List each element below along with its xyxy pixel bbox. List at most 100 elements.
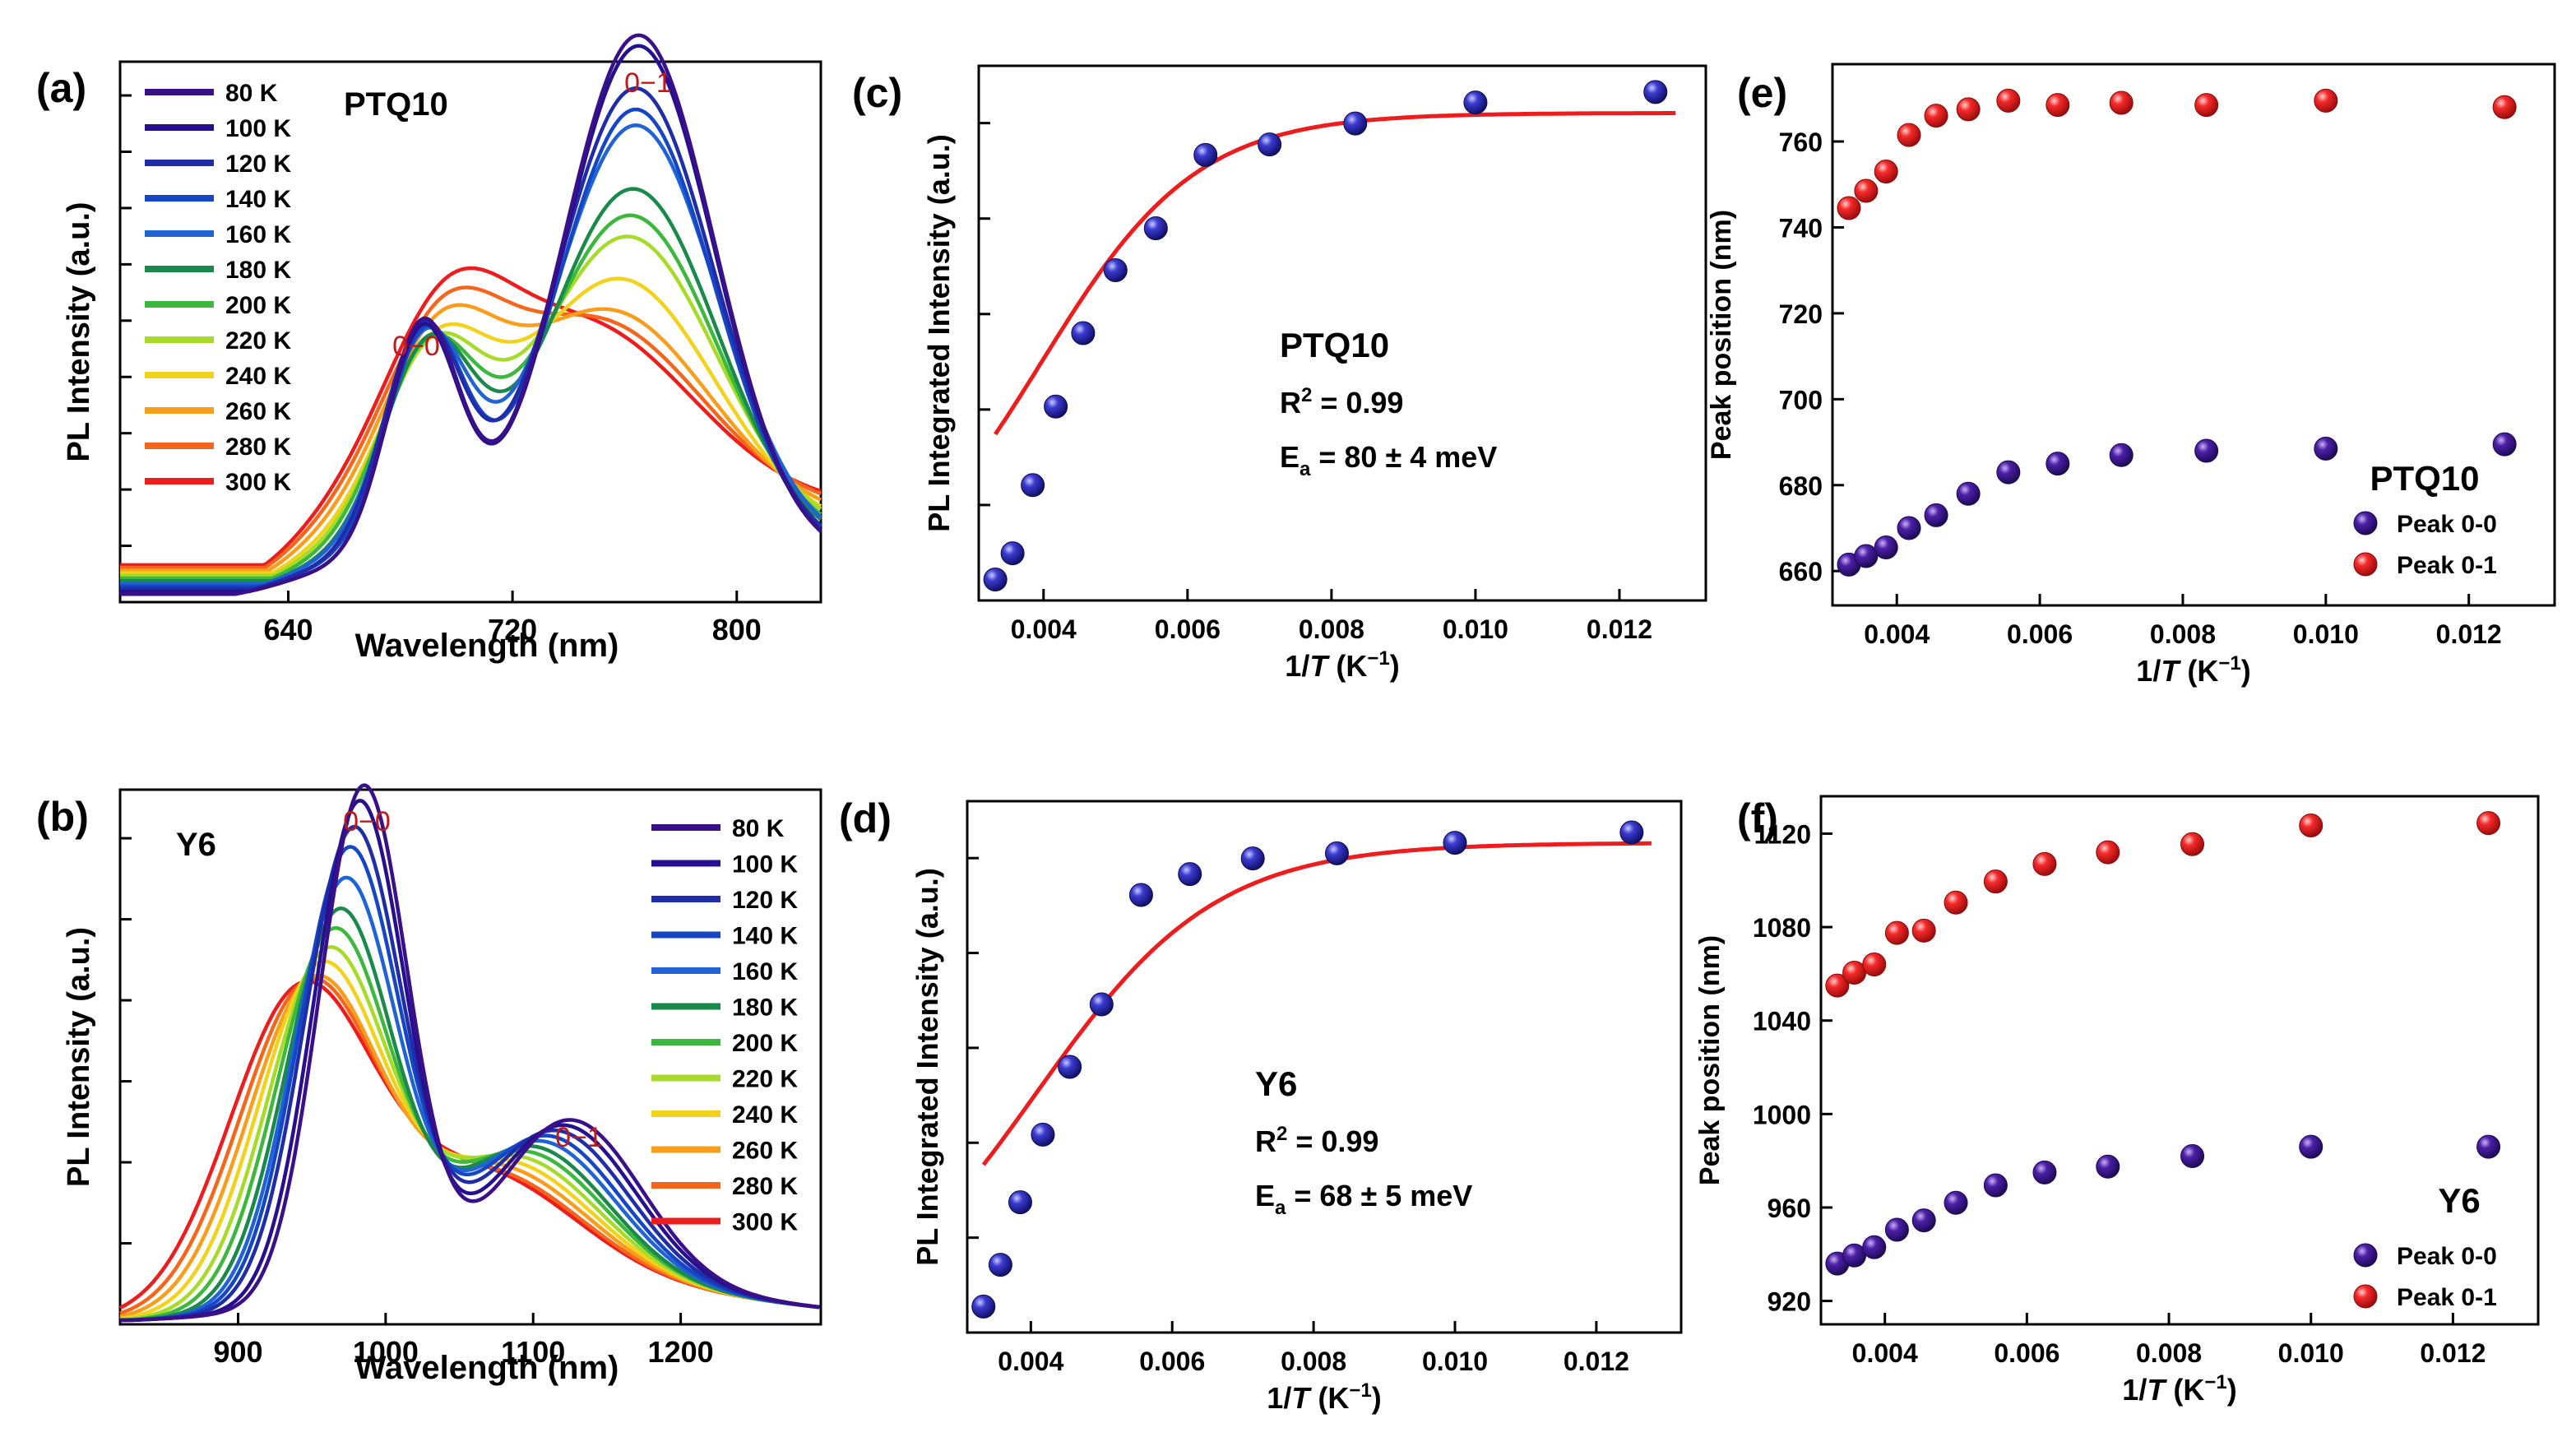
data-point xyxy=(2032,851,2057,876)
sample-name: PTQ10 xyxy=(344,86,448,123)
x-tick-label: 0.008 xyxy=(1281,1347,1346,1376)
x-label-exponent: −1 xyxy=(1367,647,1389,670)
y-axis-label: PL Intensity (a.u.) xyxy=(62,202,96,461)
legend-label: 220 K xyxy=(732,1066,798,1093)
spectrum-line-300k xyxy=(120,266,822,568)
x-tick-label: 0.004 xyxy=(998,1347,1063,1376)
spectrum-line-80k xyxy=(120,783,820,1323)
x-label-unit: (K xyxy=(2165,1373,2204,1407)
data-point xyxy=(1071,321,1096,345)
legend-label: 260 K xyxy=(225,398,291,425)
r-squared-annotation: R2 = 0.99 xyxy=(1280,384,1403,420)
y-tick-label: 740 xyxy=(1779,213,1823,243)
data-point xyxy=(1143,216,1168,241)
x-label-variable: T xyxy=(1309,649,1330,683)
data-point xyxy=(1643,80,1668,104)
data-point xyxy=(1862,1235,1887,1259)
x-tick-label: 0.010 xyxy=(2293,619,2359,649)
data-point xyxy=(1193,142,1218,167)
legend-label: 140 K xyxy=(225,186,291,213)
x-tick-label: 0.006 xyxy=(1994,1338,2059,1368)
data-point xyxy=(1021,473,1045,498)
sample-name: PTQ10 xyxy=(2370,459,2479,498)
data-point xyxy=(1862,953,1887,977)
spectrum-line-100k xyxy=(120,799,820,1323)
data-point xyxy=(1924,503,1948,527)
panel-label: (c) xyxy=(852,70,902,116)
spectrum-line-140k xyxy=(120,107,822,588)
x-label-prefix: 1/ xyxy=(2136,654,2161,688)
legend-label: 240 K xyxy=(732,1101,798,1129)
ea-value: = 80 ± 4 meV xyxy=(1310,440,1497,474)
legend: 80 K 100 K 120 K 140 K 160 K 180 K 200 K 220 K 2… xyxy=(651,815,798,1236)
r2-value: = 0.99 xyxy=(1287,1124,1378,1158)
y-tick-label: 960 xyxy=(1768,1194,1811,1223)
spectrum-line-200k xyxy=(120,213,822,581)
spectrum-line-120k xyxy=(120,86,822,591)
sample-name: PTQ10 xyxy=(1280,326,1389,364)
data-point xyxy=(2046,452,2070,476)
x-tick-label: 720 xyxy=(488,613,537,647)
x-label-unit: (K xyxy=(1327,649,1367,683)
plot-frame xyxy=(118,60,822,604)
peak-label-01: 0−1 xyxy=(624,67,672,99)
y-axis-label: PL Integrated Intensity (a.u.) xyxy=(922,134,956,531)
x-tick-label: 0.006 xyxy=(1139,1347,1205,1376)
data-point xyxy=(1343,111,1368,136)
activation-energy-annotation: Ea = 68 ± 5 meV xyxy=(1255,1179,1472,1219)
legend-label: 140 K xyxy=(732,923,798,950)
panel-label: (e) xyxy=(1737,70,1787,116)
spectrum-line-240k xyxy=(119,959,820,1321)
x-label-close: ) xyxy=(1372,1381,1382,1415)
spectrum-line-220k xyxy=(120,234,822,578)
data-point xyxy=(2476,811,2501,836)
data-point xyxy=(1089,992,1114,1017)
x-tick-label: 0.004 xyxy=(1864,619,1930,649)
legend-label: 300 K xyxy=(732,1209,798,1236)
x-axis-label: 1/T (K−1) xyxy=(2122,1371,2236,1407)
legend-label: 200 K xyxy=(732,1030,798,1057)
peak-label-01: 0−1 xyxy=(555,1122,603,1153)
spectrum-line-240k xyxy=(120,276,822,575)
y-axis-label: PL Intensity (a.u.) xyxy=(62,927,96,1187)
legend-label: 180 K xyxy=(225,257,291,284)
x-tick-label: 900 xyxy=(213,1335,262,1369)
x-label-exponent: −1 xyxy=(2218,652,2240,675)
y-tick-label: 700 xyxy=(1779,385,1823,415)
plot-frame xyxy=(1831,63,2556,607)
spectrum-line-260k xyxy=(119,973,820,1319)
data-point xyxy=(1619,820,1644,845)
x-label-exponent: −1 xyxy=(1349,1379,1371,1402)
panel-label: (d) xyxy=(839,795,892,841)
data-point xyxy=(2032,1160,2057,1184)
data-point xyxy=(1911,918,1936,943)
legend-marker xyxy=(2353,1284,2378,1309)
x-tick-label: 0.006 xyxy=(1155,614,1221,644)
legend-label: Peak 0-0 xyxy=(2397,1243,2497,1270)
data-point xyxy=(1911,1208,1936,1233)
data-point xyxy=(1983,869,2008,894)
data-point xyxy=(988,1253,1012,1277)
x-tick-label: 1200 xyxy=(648,1335,714,1369)
panel-label: (f) xyxy=(1737,795,1778,841)
x-tick-label: 800 xyxy=(712,613,762,647)
plot-frame xyxy=(118,788,822,1326)
y-tick-label: 680 xyxy=(1779,471,1823,501)
spectrum-line-120k xyxy=(120,824,820,1323)
x-label-close: ) xyxy=(2241,654,2251,688)
r2-symbol: R xyxy=(1280,386,1301,420)
legend-label: 100 K xyxy=(225,115,291,142)
legend-marker xyxy=(2353,511,2378,535)
data-point xyxy=(1944,890,1968,915)
x-tick-label: 0.008 xyxy=(2136,1338,2202,1368)
series-peak-00 xyxy=(1825,1134,2501,1276)
data-point xyxy=(1031,1122,1055,1147)
data-point xyxy=(1000,541,1025,566)
y-tick-label: 1120 xyxy=(1754,819,1811,849)
x-axis-label: 1/T (K−1) xyxy=(2136,652,2250,688)
r2-symbol: R xyxy=(1255,1124,1276,1158)
sample-name: Y6 xyxy=(176,827,216,863)
y-tick-label: 1040 xyxy=(1753,1007,1811,1036)
activation-energy-annotation: Ea = 80 ± 4 meV xyxy=(1280,440,1497,480)
x-label-prefix: 1/ xyxy=(1285,649,1309,683)
